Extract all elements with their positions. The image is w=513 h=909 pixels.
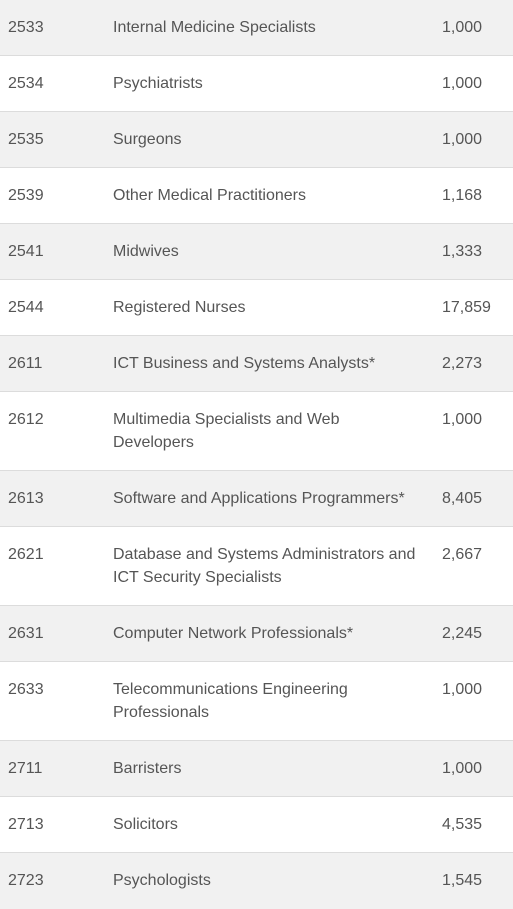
table-row: 2711 Barristers 1,000 xyxy=(0,741,513,797)
ceiling-value-cell: 1,000 xyxy=(442,131,483,148)
table-row: 2631 Computer Network Professionals* 2,2… xyxy=(0,606,513,662)
anzsco-code-cell: 2711 xyxy=(8,760,43,777)
occupation-cell: Barristers xyxy=(113,760,182,777)
occupation-cell: Psychiatrists xyxy=(113,75,203,92)
occupation-cell: Surgeons xyxy=(113,131,182,148)
anzsco-code-cell: 2541 xyxy=(8,243,44,260)
anzsco-code-cell: 2613 xyxy=(8,490,44,507)
ceiling-value-cell: 17,859 xyxy=(442,299,491,316)
ceiling-value-cell: 2,245 xyxy=(442,625,483,642)
ceiling-value-cell: 1,000 xyxy=(442,681,483,698)
table-row: 2534 Psychiatrists 1,000 xyxy=(0,56,513,112)
anzsco-code-cell: 2723 xyxy=(8,872,44,889)
occupation-cell: Registered Nurses xyxy=(113,299,246,316)
table-row: 2713 Solicitors 4,535 xyxy=(0,797,513,853)
anzsco-code-cell: 2544 xyxy=(8,299,44,316)
occupation-cell: Multimedia Specialists and Web Developer… xyxy=(113,411,340,451)
occupation-cell: Database and Systems Administrators and … xyxy=(113,546,416,586)
table-row: 2541 Midwives 1,333 xyxy=(0,224,513,280)
ceiling-value-cell: 4,535 xyxy=(442,816,483,833)
table-row: 2611 ICT Business and Systems Analysts* … xyxy=(0,336,513,392)
ceiling-value-cell: 1,000 xyxy=(442,760,483,777)
occupation-cell: ICT Business and Systems Analysts* xyxy=(113,355,376,372)
ceiling-value-cell: 1,000 xyxy=(442,75,483,92)
ceiling-value-cell: 1,000 xyxy=(442,411,483,428)
table-row: 2613 Software and Applications Programme… xyxy=(0,471,513,527)
anzsco-code-cell: 2713 xyxy=(8,816,44,833)
table-row: 2612 Multimedia Specialists and Web Deve… xyxy=(0,392,513,471)
occupation-cell: Other Medical Practitioners xyxy=(113,187,306,204)
anzsco-code-cell: 2612 xyxy=(8,411,44,428)
anzsco-code-cell: 2539 xyxy=(8,187,44,204)
ceiling-value-cell: 1,000 xyxy=(442,19,483,36)
anzsco-code-cell: 2535 xyxy=(8,131,44,148)
occupation-cell: Solicitors xyxy=(113,816,178,833)
anzsco-code-cell: 2631 xyxy=(8,625,44,642)
occupation-cell: Psychologists xyxy=(113,872,211,889)
occupation-cell: Software and Applications Programmers* xyxy=(113,490,405,507)
ceiling-value-cell: 2,273 xyxy=(442,355,483,372)
ceiling-value-cell: 2,667 xyxy=(442,546,483,563)
anzsco-code-cell: 2633 xyxy=(8,681,44,698)
occupation-cell: Internal Medicine Specialists xyxy=(113,19,316,36)
occupation-cell: Telecommunications Engineering Professio… xyxy=(113,681,348,721)
table-row: 2723 Psychologists 1,545 xyxy=(0,853,513,909)
anzsco-code-cell: 2533 xyxy=(8,19,44,36)
table-row: 2633 Telecommunications Engineering Prof… xyxy=(0,662,513,741)
ceiling-value-cell: 1,545 xyxy=(442,872,483,889)
table-row: 2533 Internal Medicine Specialists 1,000 xyxy=(0,0,513,56)
table-row: 2621 Database and Systems Administrators… xyxy=(0,527,513,606)
occupation-cell: Computer Network Professionals* xyxy=(113,625,354,642)
anzsco-code-cell: 2534 xyxy=(8,75,44,92)
ceiling-value-cell: 8,405 xyxy=(442,490,483,507)
table-row: 2544 Registered Nurses 17,859 xyxy=(0,280,513,336)
anzsco-code-cell: 2621 xyxy=(8,546,44,563)
ceiling-value-cell: 1,168 xyxy=(442,187,483,204)
anzsco-code-cell: 2611 xyxy=(8,355,43,372)
ceiling-value-cell: 1,333 xyxy=(442,243,483,260)
table-row: 2535 Surgeons 1,000 xyxy=(0,112,513,168)
table-row: 2539 Other Medical Practitioners 1,168 xyxy=(0,168,513,224)
occupation-cell: Midwives xyxy=(113,243,179,260)
